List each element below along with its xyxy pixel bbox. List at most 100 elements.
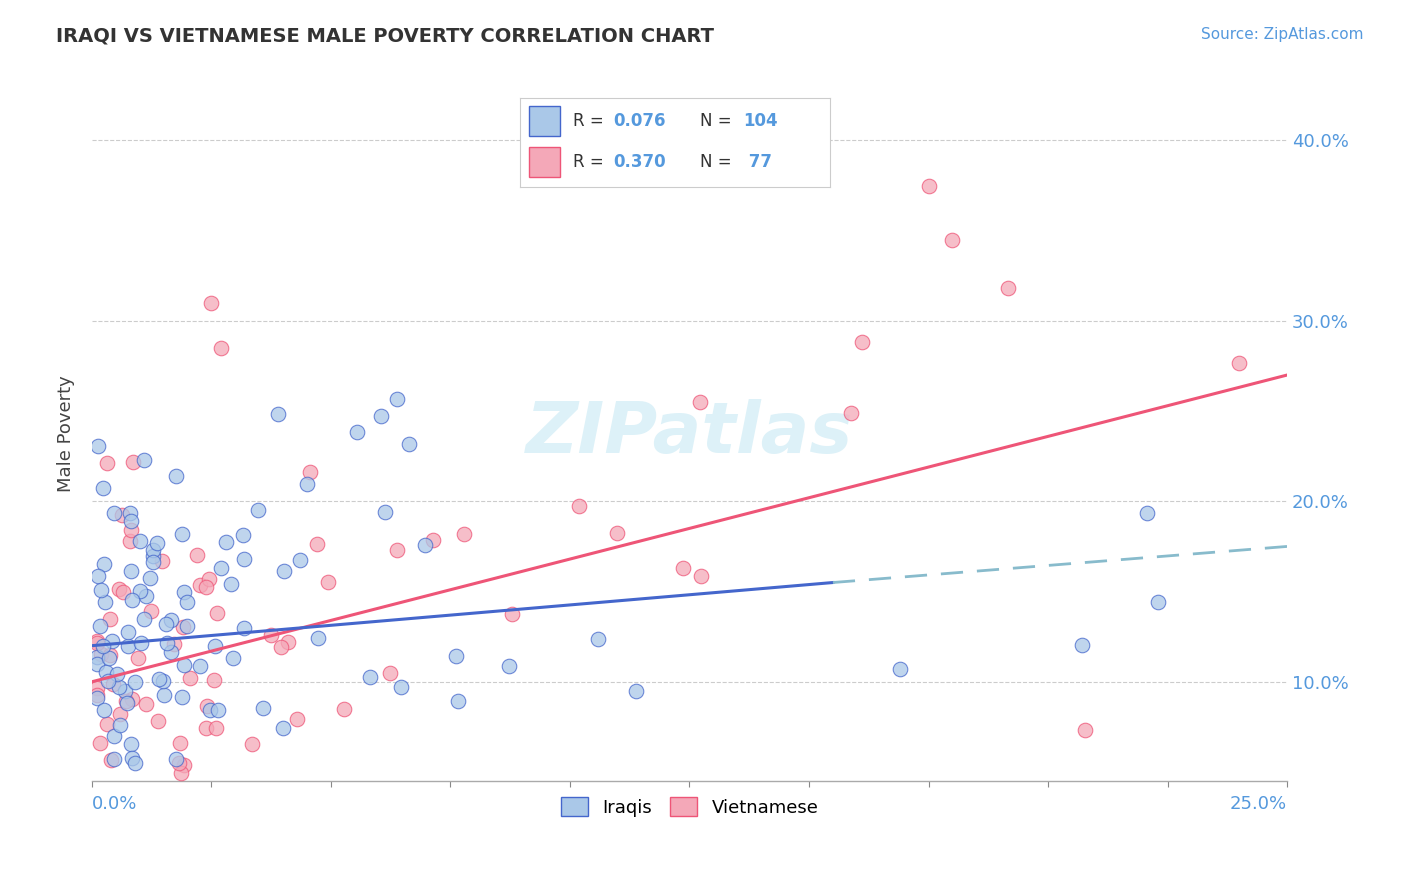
Point <box>152 673 174 688</box>
Point <box>139 605 162 619</box>
Text: 0.076: 0.076 <box>613 112 665 130</box>
Point <box>385 543 408 558</box>
Text: 0.370: 0.370 <box>613 153 665 171</box>
Point <box>100 753 122 767</box>
Point <box>96 716 118 731</box>
Point <box>139 783 162 797</box>
Point <box>1136 506 1159 520</box>
Point <box>91 783 114 797</box>
Point <box>173 620 195 634</box>
Point <box>117 624 139 639</box>
Point <box>188 659 211 673</box>
Point <box>121 751 143 765</box>
Point <box>689 568 711 582</box>
Point <box>108 718 131 732</box>
Point <box>169 736 191 750</box>
Point <box>172 527 194 541</box>
Point <box>398 437 420 451</box>
Point <box>100 648 122 662</box>
Point <box>606 526 628 541</box>
Point <box>997 281 1019 295</box>
Point <box>96 456 118 470</box>
Point <box>87 439 110 453</box>
Point <box>370 409 392 423</box>
Point <box>117 639 139 653</box>
Point <box>129 783 152 797</box>
Point <box>98 651 121 665</box>
Point <box>267 408 290 422</box>
Point <box>307 631 329 645</box>
Text: R =: R = <box>572 112 609 130</box>
Point <box>568 499 591 513</box>
Point <box>941 233 963 247</box>
Point <box>240 783 263 797</box>
Point <box>385 392 408 406</box>
Text: 0.0%: 0.0% <box>91 796 138 814</box>
Point <box>121 692 143 706</box>
Point <box>129 534 152 549</box>
Point <box>101 677 124 691</box>
Point <box>120 514 142 528</box>
Point <box>86 568 108 582</box>
Point <box>205 721 228 735</box>
Point <box>120 523 142 537</box>
Point <box>889 662 911 676</box>
Point <box>129 783 152 797</box>
Point <box>624 683 647 698</box>
Point <box>142 555 165 569</box>
Point <box>179 783 201 797</box>
Point <box>1070 638 1092 652</box>
Point <box>222 651 245 665</box>
Point <box>124 756 146 771</box>
Point <box>316 575 339 590</box>
Point <box>108 680 131 694</box>
Point <box>127 651 149 665</box>
Point <box>307 537 329 551</box>
Point <box>212 783 235 797</box>
Point <box>146 714 169 728</box>
Point <box>446 694 468 708</box>
Point <box>96 783 118 797</box>
Point <box>86 681 108 695</box>
Point <box>89 736 111 750</box>
Point <box>98 612 121 626</box>
Point <box>121 593 143 607</box>
Point <box>288 553 311 567</box>
Point <box>378 666 401 681</box>
Point <box>359 670 381 684</box>
Point <box>120 737 142 751</box>
Point <box>1074 723 1097 738</box>
Point <box>588 632 610 647</box>
Point <box>173 657 195 672</box>
Point <box>501 607 523 621</box>
Point <box>120 534 142 549</box>
Point <box>86 688 108 702</box>
Point <box>346 425 368 440</box>
Point <box>917 178 939 193</box>
Point <box>285 712 308 726</box>
Point <box>112 783 135 797</box>
Point <box>270 640 292 655</box>
Point <box>413 538 436 552</box>
Point <box>219 577 242 591</box>
Point <box>1147 594 1170 608</box>
Point <box>165 469 187 483</box>
Point <box>195 581 218 595</box>
Point <box>198 703 221 717</box>
Point <box>215 535 238 549</box>
Point <box>115 696 138 710</box>
Point <box>273 564 295 578</box>
Point <box>233 551 256 566</box>
Text: Source: ZipAtlas.com: Source: ZipAtlas.com <box>1201 27 1364 42</box>
Point <box>114 683 136 698</box>
Point <box>188 578 211 592</box>
Point <box>91 783 114 797</box>
Point <box>444 648 467 663</box>
Point <box>89 619 111 633</box>
Point <box>851 334 873 349</box>
Point <box>295 477 318 491</box>
Point <box>148 672 170 686</box>
Text: R =: R = <box>572 153 609 171</box>
Point <box>107 582 129 597</box>
Point <box>135 697 157 711</box>
